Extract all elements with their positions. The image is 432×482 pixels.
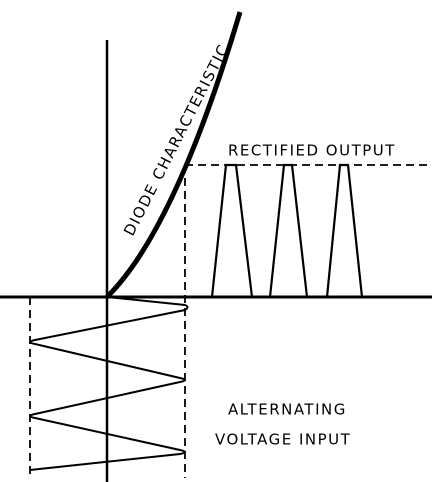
pulse — [210, 163, 254, 298]
input-label: ALTERNATING — [228, 401, 347, 419]
input-wave — [29, 296, 189, 471]
output-label: RECTIFIED OUTPUT — [228, 142, 396, 160]
diode-curve — [105, 11, 243, 299]
input-label: VOLTAGE INPUT — [215, 431, 351, 449]
curve-label: DIODE CHARACTERISTIC — [120, 41, 233, 239]
drawing — [0, 11, 432, 482]
output-pulses — [210, 163, 364, 298]
pulse — [268, 163, 309, 298]
pulse — [325, 163, 364, 298]
